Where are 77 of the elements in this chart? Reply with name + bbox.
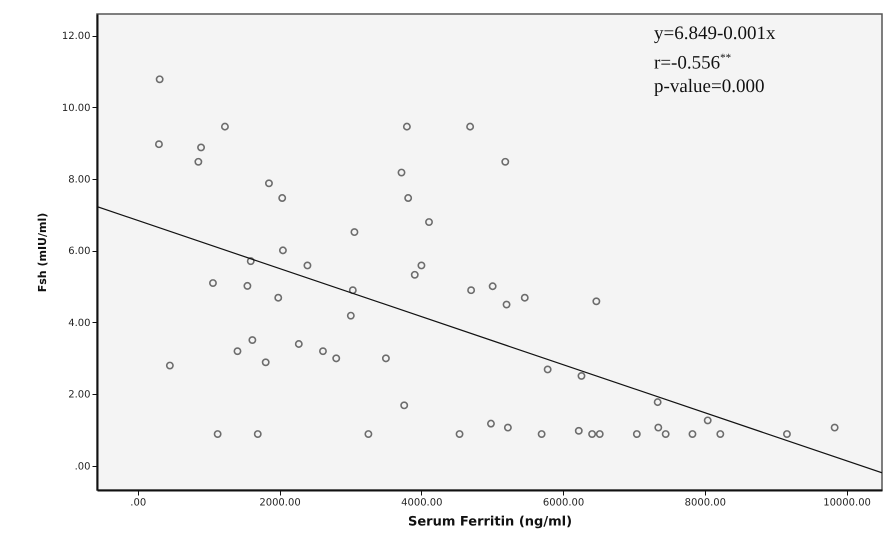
point bbox=[588, 430, 596, 438]
point bbox=[209, 279, 217, 287]
point bbox=[654, 424, 662, 432]
point bbox=[154, 140, 163, 148]
point bbox=[319, 347, 327, 356]
point bbox=[278, 194, 286, 202]
y-axis-title: Fsh (mIU/ml) bbox=[36, 212, 49, 292]
point bbox=[234, 347, 242, 356]
point bbox=[402, 122, 411, 131]
annotation: r=-0.556$^{**}$ bbox=[654, 51, 732, 76]
y-tick-label: 12.00 bbox=[62, 31, 90, 42]
point bbox=[274, 294, 282, 302]
point bbox=[248, 336, 256, 344]
point bbox=[332, 354, 340, 362]
point bbox=[544, 366, 552, 374]
x-tick-label: 2000.00 bbox=[259, 498, 301, 508]
point bbox=[596, 430, 604, 438]
point bbox=[404, 194, 412, 202]
point bbox=[456, 430, 464, 438]
point bbox=[574, 426, 583, 435]
point bbox=[417, 261, 426, 270]
point bbox=[654, 398, 662, 406]
y-tick-label: 2.00 bbox=[68, 390, 90, 401]
x-tick-label: 10000.00 bbox=[823, 498, 871, 508]
point bbox=[662, 430, 670, 438]
point bbox=[502, 300, 511, 309]
point bbox=[467, 286, 476, 294]
point bbox=[578, 372, 586, 380]
point bbox=[278, 246, 287, 254]
point bbox=[220, 122, 229, 131]
point bbox=[830, 424, 839, 432]
point bbox=[156, 75, 164, 84]
y-tick-label: 4.00 bbox=[68, 318, 90, 329]
point bbox=[520, 294, 529, 302]
point bbox=[346, 312, 355, 320]
point bbox=[410, 270, 419, 279]
point bbox=[246, 257, 255, 266]
point bbox=[486, 420, 495, 428]
x-tick-label: .00 bbox=[130, 498, 146, 508]
point bbox=[466, 122, 474, 131]
x-tick-label: 6000.00 bbox=[542, 498, 584, 508]
point bbox=[264, 179, 273, 188]
point bbox=[348, 286, 357, 294]
point bbox=[488, 282, 497, 290]
annotation: p-value=0.000 bbox=[654, 75, 766, 100]
point bbox=[716, 430, 724, 438]
x-axis-title: Serum Ferritin (ng/ml) bbox=[408, 514, 572, 530]
point bbox=[262, 358, 270, 366]
point bbox=[504, 424, 512, 432]
x-tick-label: 4000.00 bbox=[401, 498, 442, 508]
point bbox=[214, 430, 222, 438]
y-tick-label: 8.00 bbox=[68, 174, 90, 186]
point bbox=[166, 362, 174, 370]
point bbox=[592, 297, 600, 306]
point bbox=[303, 261, 312, 270]
point bbox=[194, 158, 202, 166]
point bbox=[632, 430, 641, 438]
point bbox=[704, 416, 712, 424]
point bbox=[294, 340, 303, 348]
y-tick-label: .00 bbox=[74, 461, 90, 472]
point bbox=[364, 430, 372, 438]
point bbox=[688, 430, 696, 438]
point bbox=[501, 158, 510, 166]
point bbox=[382, 354, 390, 362]
point bbox=[398, 168, 406, 177]
point bbox=[425, 218, 433, 226]
x-tick-label: 8000.00 bbox=[684, 498, 726, 508]
y-tick-label: 6.00 bbox=[68, 246, 90, 258]
point bbox=[782, 430, 791, 438]
point bbox=[400, 401, 408, 410]
y-tick-label: 10.00 bbox=[62, 102, 90, 114]
point bbox=[197, 143, 206, 152]
point bbox=[243, 282, 252, 290]
point bbox=[350, 228, 358, 236]
annotation: y=6.849-0.001x bbox=[654, 22, 776, 46]
point bbox=[538, 430, 546, 438]
point bbox=[254, 430, 262, 438]
